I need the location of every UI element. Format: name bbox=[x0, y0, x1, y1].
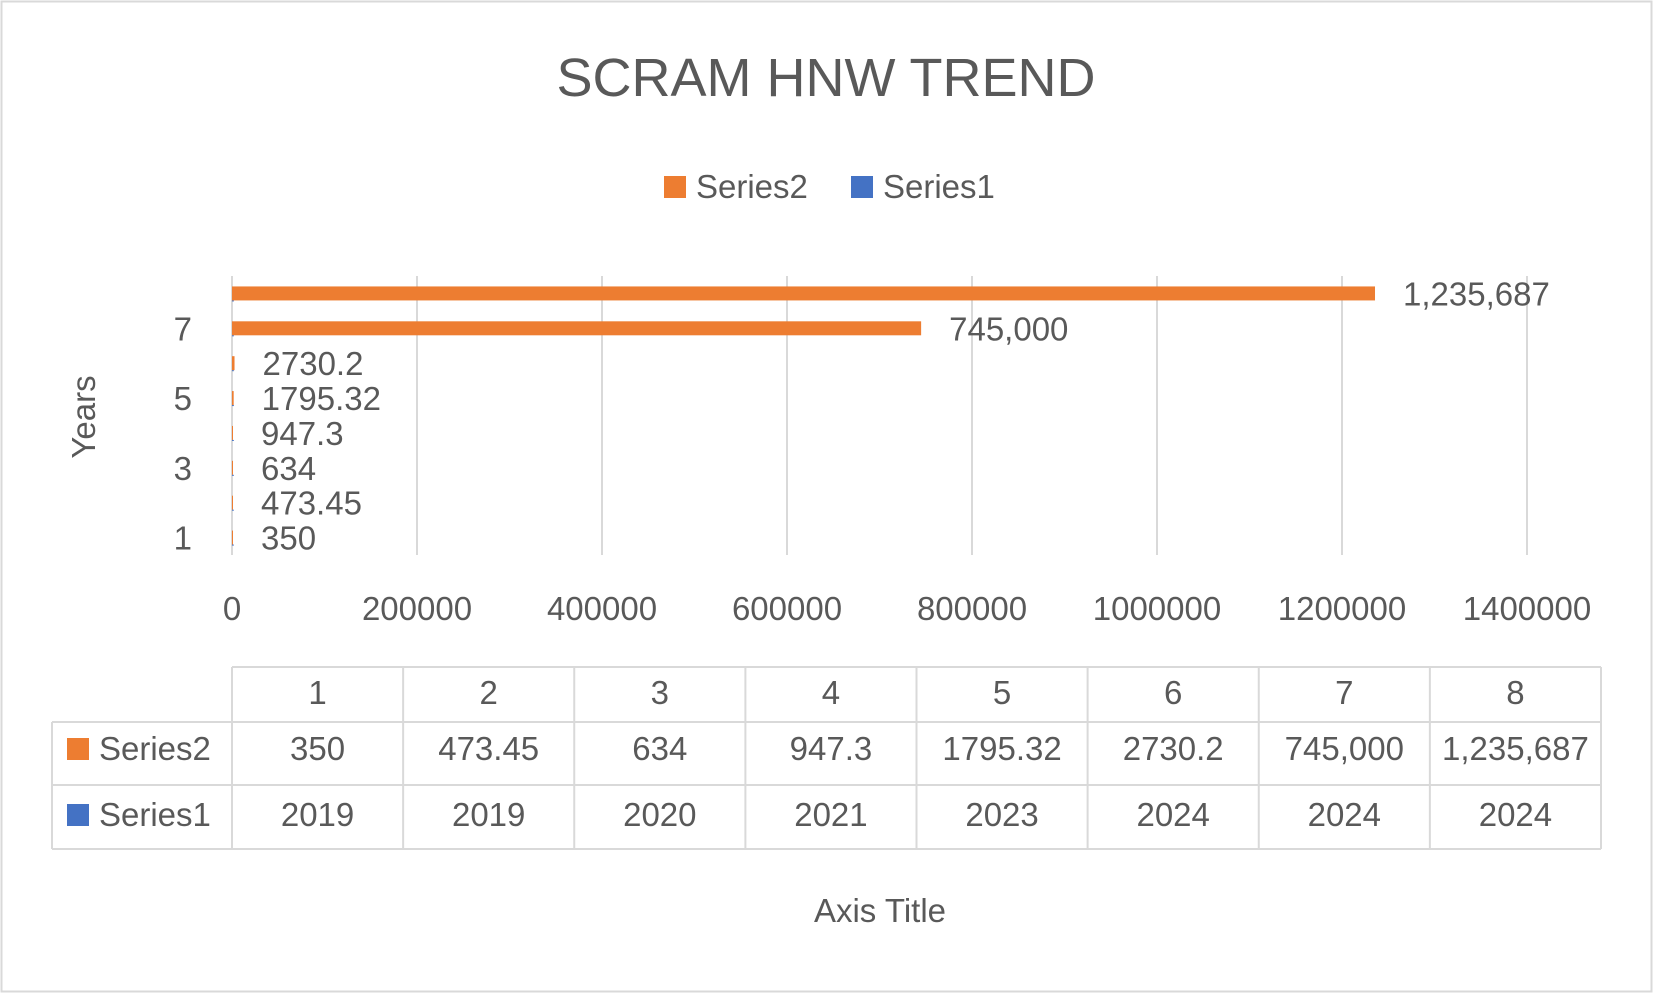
bar-series1-5 bbox=[232, 405, 234, 407]
y-axis-title: Years bbox=[65, 375, 102, 458]
table-cell: 2024 bbox=[1479, 796, 1552, 833]
bar-series1-6 bbox=[232, 370, 234, 372]
table-header-cell: 8 bbox=[1506, 674, 1524, 711]
legend-swatch-series2 bbox=[664, 176, 686, 198]
table-cell: 1,235,687 bbox=[1442, 730, 1589, 767]
table-swatch-series2 bbox=[67, 738, 89, 760]
table-header-cell: 1 bbox=[308, 674, 326, 711]
bar-series2-8 bbox=[232, 286, 1376, 301]
x-tick-label: 800000 bbox=[917, 590, 1027, 627]
x-axis-title: Axis Title bbox=[814, 892, 946, 929]
data-label-series2-5: 1795.32 bbox=[262, 380, 381, 417]
bar-series1-3 bbox=[232, 474, 234, 476]
data-table: 1 2 3 4 5 6 7 8 Series2 350 473.45 634 947.3 1795.32 2… bbox=[51, 666, 1602, 850]
x-tick-label: 1400000 bbox=[1463, 590, 1591, 627]
legend-label-series2: Series2 bbox=[696, 168, 808, 205]
bar-series1-1 bbox=[232, 544, 234, 546]
x-tick-label: 400000 bbox=[547, 590, 657, 627]
bar-series2-6 bbox=[232, 356, 235, 371]
table-cell: 2024 bbox=[1308, 796, 1381, 833]
legend-label-series1: Series1 bbox=[883, 168, 995, 205]
table-header-cell: 5 bbox=[993, 674, 1011, 711]
table-row-label-series2: Series2 bbox=[99, 730, 211, 767]
x-tick-label: 600000 bbox=[732, 590, 842, 627]
data-label-series2-6: 2730.2 bbox=[263, 345, 364, 382]
data-label-series2-7: 745,000 bbox=[949, 310, 1068, 347]
table-header-cell: 3 bbox=[651, 674, 669, 711]
table-cell: 2020 bbox=[623, 796, 696, 833]
table-row-label-series1: Series1 bbox=[99, 796, 211, 833]
y-tick-label: 3 bbox=[174, 450, 192, 487]
table-header-cell: 7 bbox=[1335, 674, 1353, 711]
x-tick-label: 200000 bbox=[362, 590, 472, 627]
bar-series2-4 bbox=[232, 425, 233, 440]
y-tick-label: 5 bbox=[174, 380, 192, 417]
bar-series2-7 bbox=[232, 321, 922, 336]
table-header-cell: 6 bbox=[1164, 674, 1182, 711]
x-tick-label: 1000000 bbox=[1093, 590, 1221, 627]
chart-title: SCRAM HNW TREND bbox=[557, 48, 1096, 108]
bar-series2-1 bbox=[232, 530, 233, 545]
bar-series2-2 bbox=[232, 495, 233, 510]
table-cell: 634 bbox=[632, 730, 687, 767]
table-cell: 2019 bbox=[281, 796, 354, 833]
table-cell: 745,000 bbox=[1285, 730, 1404, 767]
table-cell: 2019 bbox=[452, 796, 525, 833]
data-label-series2-1: 350 bbox=[261, 520, 316, 557]
table-cell: 473.45 bbox=[438, 730, 539, 767]
table-cell: 2023 bbox=[965, 796, 1038, 833]
legend: Series2 Series1 bbox=[664, 168, 995, 205]
bar-series1-8 bbox=[232, 300, 234, 302]
bars bbox=[232, 286, 1376, 546]
table-header-cell: 4 bbox=[822, 674, 840, 711]
table-header-cell: 2 bbox=[480, 674, 498, 711]
table-cell: 947.3 bbox=[790, 730, 873, 767]
bar-series1-7 bbox=[232, 335, 234, 337]
data-label-series2-8: 1,235,687 bbox=[1403, 275, 1550, 312]
table-swatch-series1 bbox=[67, 804, 89, 826]
x-tick-label: 0 bbox=[223, 590, 241, 627]
x-tick-label: 1200000 bbox=[1278, 590, 1406, 627]
bar-series2-3 bbox=[232, 460, 233, 475]
y-axis-ticks: 1 3 5 7 bbox=[174, 310, 192, 556]
bar-series2-5 bbox=[232, 391, 234, 406]
x-axis-ticks: 0 200000 400000 600000 800000 1000000 1200000 1… bbox=[223, 590, 1591, 627]
data-label-series2-4: 947.3 bbox=[261, 415, 344, 452]
legend-swatch-series1 bbox=[851, 176, 873, 198]
table-cell: 350 bbox=[290, 730, 345, 767]
bar-series1-2 bbox=[232, 509, 234, 511]
data-label-series2-2: 473.45 bbox=[261, 485, 362, 522]
table-cell: 1795.32 bbox=[942, 730, 1061, 767]
y-tick-label: 7 bbox=[174, 310, 192, 347]
table-cell: 2021 bbox=[794, 796, 867, 833]
table-cell: 2730.2 bbox=[1123, 730, 1224, 767]
table-cell: 2024 bbox=[1136, 796, 1209, 833]
bar-series1-4 bbox=[232, 439, 234, 441]
data-label-series2-3: 634 bbox=[261, 450, 316, 487]
y-tick-label: 1 bbox=[174, 520, 192, 557]
